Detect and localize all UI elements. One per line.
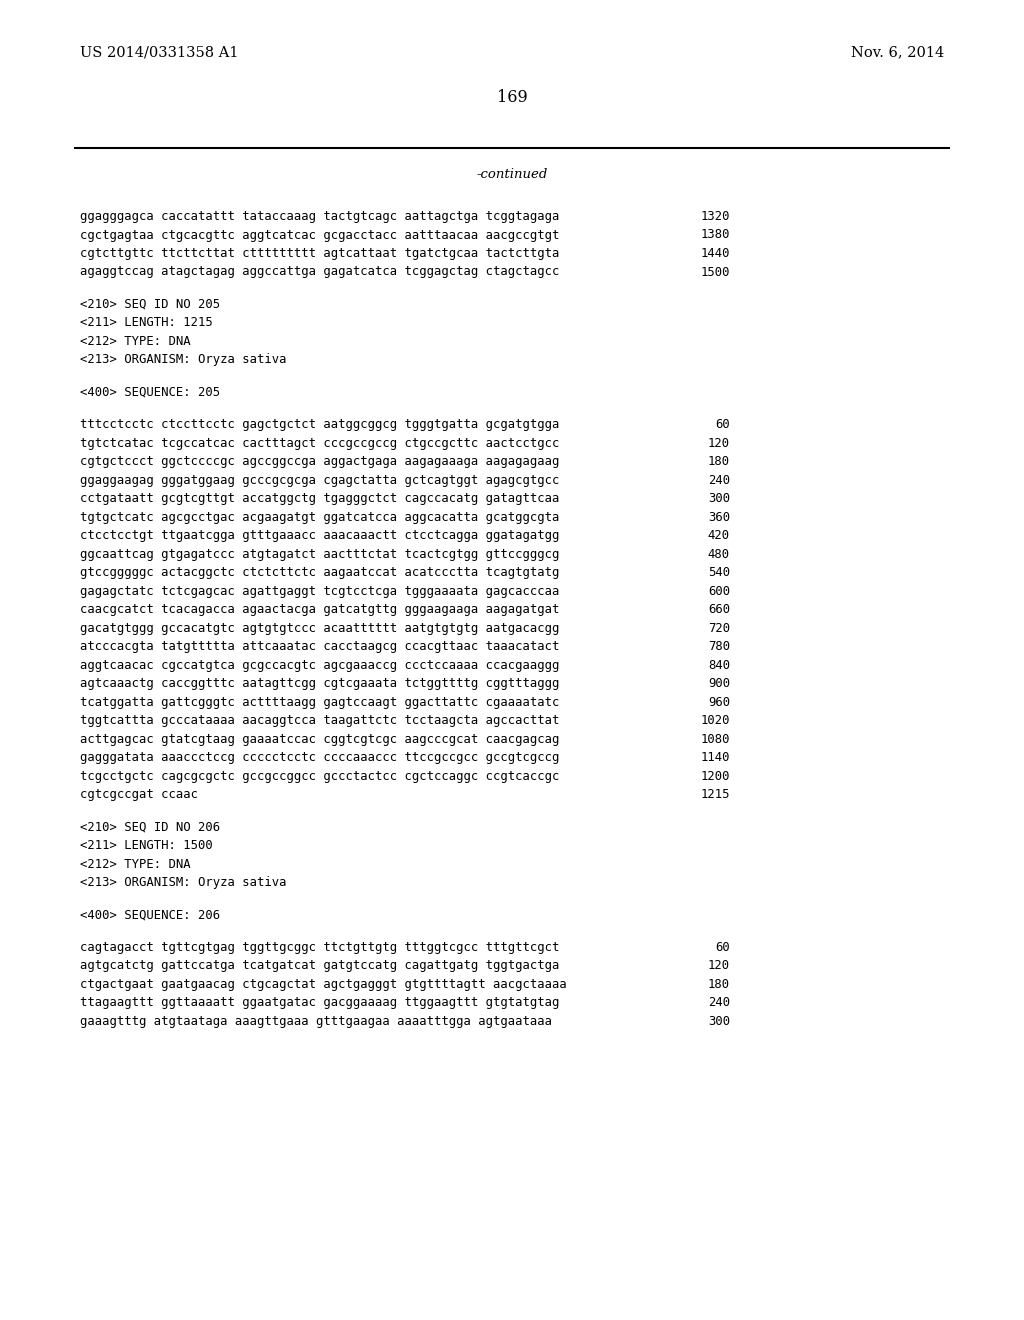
Text: gtccgggggc actacggctc ctctcttctc aagaatccat acatccctta tcagtgtatg: gtccgggggc actacggctc ctctcttctc aagaatc… [80, 566, 559, 579]
Text: 360: 360 [708, 511, 730, 524]
Text: <212> TYPE: DNA: <212> TYPE: DNA [80, 335, 190, 348]
Text: 840: 840 [708, 659, 730, 672]
Text: 60: 60 [715, 418, 730, 432]
Text: 180: 180 [708, 455, 730, 469]
Text: 1500: 1500 [700, 265, 730, 279]
Text: agtgcatctg gattccatga tcatgatcat gatgtccatg cagattgatg tggtgactga: agtgcatctg gattccatga tcatgatcat gatgtcc… [80, 960, 559, 973]
Text: 60: 60 [715, 941, 730, 954]
Text: gagggatata aaaccctccg ccccctcctc ccccaaaccc ttccgccgcc gccgtcgccg: gagggatata aaaccctccg ccccctcctc ccccaaa… [80, 751, 559, 764]
Text: agaggtccag atagctagag aggccattga gagatcatca tcggagctag ctagctagcc: agaggtccag atagctagag aggccattga gagatca… [80, 265, 559, 279]
Text: 240: 240 [708, 997, 730, 1010]
Text: 1140: 1140 [700, 751, 730, 764]
Text: 420: 420 [708, 529, 730, 543]
Text: 120: 120 [708, 437, 730, 450]
Text: -continued: -continued [476, 169, 548, 181]
Text: 1200: 1200 [700, 770, 730, 783]
Text: tttcctcctc ctccttcctc gagctgctct aatggcggcg tgggtgatta gcgatgtgga: tttcctcctc ctccttcctc gagctgctct aatggcg… [80, 418, 559, 432]
Text: <213> ORGANISM: Oryza sativa: <213> ORGANISM: Oryza sativa [80, 354, 287, 367]
Text: 240: 240 [708, 474, 730, 487]
Text: caacgcatct tcacagacca agaactacga gatcatgttg gggaagaaga aagagatgat: caacgcatct tcacagacca agaactacga gatcatg… [80, 603, 559, 616]
Text: acttgagcac gtatcgtaag gaaaatccac cggtcgtcgc aagcccgcat caacgagcag: acttgagcac gtatcgtaag gaaaatccac cggtcgt… [80, 733, 559, 746]
Text: <210> SEQ ID NO 205: <210> SEQ ID NO 205 [80, 298, 220, 312]
Text: 1080: 1080 [700, 733, 730, 746]
Text: tcatggatta gattcgggtc acttttaagg gagtccaagt ggacttattc cgaaaatatc: tcatggatta gattcgggtc acttttaagg gagtcca… [80, 696, 559, 709]
Text: tgtctcatac tcgccatcac cactttagct cccgccgccg ctgccgcttc aactcctgcc: tgtctcatac tcgccatcac cactttagct cccgccg… [80, 437, 559, 450]
Text: 780: 780 [708, 640, 730, 653]
Text: ctgactgaat gaatgaacag ctgcagctat agctgagggt gtgttttagtt aacgctaaaa: ctgactgaat gaatgaacag ctgcagctat agctgag… [80, 978, 566, 991]
Text: 1380: 1380 [700, 228, 730, 242]
Text: 1215: 1215 [700, 788, 730, 801]
Text: <400> SEQUENCE: 206: <400> SEQUENCE: 206 [80, 908, 220, 921]
Text: US 2014/0331358 A1: US 2014/0331358 A1 [80, 45, 239, 59]
Text: ggcaattcag gtgagatccc atgtagatct aactttctat tcactcgtgg gttccgggcg: ggcaattcag gtgagatccc atgtagatct aactttc… [80, 548, 559, 561]
Text: tcgcctgctc cagcgcgctc gccgccggcc gccctactcc cgctccaggc ccgtcaccgc: tcgcctgctc cagcgcgctc gccgccggcc gccctac… [80, 770, 559, 783]
Text: 960: 960 [708, 696, 730, 709]
Text: 300: 300 [708, 1015, 730, 1028]
Text: <400> SEQUENCE: 205: <400> SEQUENCE: 205 [80, 385, 220, 399]
Text: aggtcaacac cgccatgtca gcgccacgtc agcgaaaccg ccctccaaaa ccacgaaggg: aggtcaacac cgccatgtca gcgccacgtc agcgaaa… [80, 659, 559, 672]
Text: ggaggaagag gggatggaag gcccgcgcga cgagctatta gctcagtggt agagcgtgcc: ggaggaagag gggatggaag gcccgcgcga cgagcta… [80, 474, 559, 487]
Text: atcccacgta tatgttttta attcaaatac cacctaagcg ccacgttaac taaacatact: atcccacgta tatgttttta attcaaatac cacctaa… [80, 640, 559, 653]
Text: tgtgctcatc agcgcctgac acgaagatgt ggatcatcca aggcacatta gcatggcgta: tgtgctcatc agcgcctgac acgaagatgt ggatcat… [80, 511, 559, 524]
Text: <212> TYPE: DNA: <212> TYPE: DNA [80, 858, 190, 870]
Text: <211> LENGTH: 1500: <211> LENGTH: 1500 [80, 840, 213, 851]
Text: cgtcgccgat ccaac: cgtcgccgat ccaac [80, 788, 198, 801]
Text: cgtgctccct ggctccccgc agccggccga aggactgaga aagagaaaga aagagagaag: cgtgctccct ggctccccgc agccggccga aggactg… [80, 455, 559, 469]
Text: 480: 480 [708, 548, 730, 561]
Text: <211> LENGTH: 1215: <211> LENGTH: 1215 [80, 317, 213, 330]
Text: 600: 600 [708, 585, 730, 598]
Text: 300: 300 [708, 492, 730, 506]
Text: 1320: 1320 [700, 210, 730, 223]
Text: ttagaagttt ggttaaaatt ggaatgatac gacggaaaag ttggaagttt gtgtatgtag: ttagaagttt ggttaaaatt ggaatgatac gacggaa… [80, 997, 559, 1010]
Text: cctgataatt gcgtcgttgt accatggctg tgagggctct cagccacatg gatagttcaa: cctgataatt gcgtcgttgt accatggctg tgagggc… [80, 492, 559, 506]
Text: cgctgagtaa ctgcacgttc aggtcatcac gcgacctacc aatttaacaa aacgccgtgt: cgctgagtaa ctgcacgttc aggtcatcac gcgacct… [80, 228, 559, 242]
Text: 120: 120 [708, 960, 730, 973]
Text: <210> SEQ ID NO 206: <210> SEQ ID NO 206 [80, 821, 220, 833]
Text: 540: 540 [708, 566, 730, 579]
Text: 1440: 1440 [700, 247, 730, 260]
Text: agtcaaactg caccggtttc aatagttcgg cgtcgaaata tctggttttg cggtttaggg: agtcaaactg caccggtttc aatagttcgg cgtcgaa… [80, 677, 559, 690]
Text: ggagggagca caccatattt tataccaaag tactgtcagc aattagctga tcggtagaga: ggagggagca caccatattt tataccaaag tactgtc… [80, 210, 559, 223]
Text: 180: 180 [708, 978, 730, 991]
Text: 660: 660 [708, 603, 730, 616]
Text: gaaagtttg atgtaataga aaagttgaaa gtttgaagaa aaaatttgga agtgaataaa: gaaagtttg atgtaataga aaagttgaaa gtttgaag… [80, 1015, 552, 1028]
Text: cagtagacct tgttcgtgag tggttgcggc ttctgttgtg tttggtcgcc tttgttcgct: cagtagacct tgttcgtgag tggttgcggc ttctgtt… [80, 941, 559, 954]
Text: ctcctcctgt ttgaatcgga gtttgaaacc aaacaaactt ctcctcagga ggatagatgg: ctcctcctgt ttgaatcgga gtttgaaacc aaacaaa… [80, 529, 559, 543]
Text: gacatgtggg gccacatgtc agtgtgtccc acaatttttt aatgtgtgtg aatgacacgg: gacatgtggg gccacatgtc agtgtgtccc acaattt… [80, 622, 559, 635]
Text: tggtcattta gcccataaaa aacaggtcca taagattctc tcctaagcta agccacttat: tggtcattta gcccataaaa aacaggtcca taagatt… [80, 714, 559, 727]
Text: 169: 169 [497, 90, 527, 107]
Text: 1020: 1020 [700, 714, 730, 727]
Text: cgtcttgttc ttcttcttat cttttttttt agtcattaat tgatctgcaa tactcttgta: cgtcttgttc ttcttcttat cttttttttt agtcatt… [80, 247, 559, 260]
Text: gagagctatc tctcgagcac agattgaggt tcgtcctcga tgggaaaata gagcacccaa: gagagctatc tctcgagcac agattgaggt tcgtcct… [80, 585, 559, 598]
Text: <213> ORGANISM: Oryza sativa: <213> ORGANISM: Oryza sativa [80, 876, 287, 888]
Text: 900: 900 [708, 677, 730, 690]
Text: 720: 720 [708, 622, 730, 635]
Text: Nov. 6, 2014: Nov. 6, 2014 [851, 45, 944, 59]
